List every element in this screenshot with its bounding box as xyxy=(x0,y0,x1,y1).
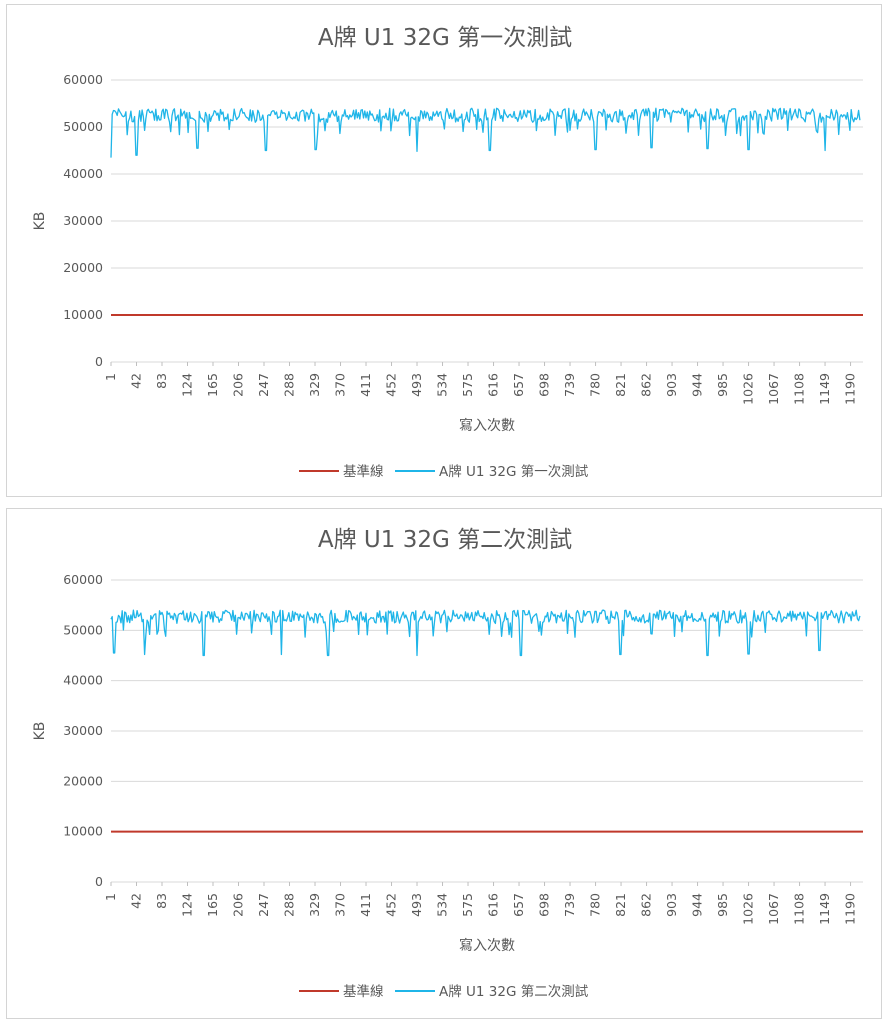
x-tick-label: 985 xyxy=(715,893,730,917)
x-tick-label: 1190 xyxy=(843,893,858,925)
x-tick-label: 42 xyxy=(129,373,144,389)
x-tick-label: 165 xyxy=(205,893,220,917)
y-tick-label: 10000 xyxy=(63,307,103,322)
x-tick-label: 616 xyxy=(486,373,501,397)
x-tick-label: 288 xyxy=(282,373,297,397)
x-tick-label: 698 xyxy=(537,893,552,917)
x-tick-label: 165 xyxy=(205,373,220,397)
y-tick-label: 0 xyxy=(95,874,103,889)
legend-series-label: A牌 U1 32G 第二次測試 xyxy=(439,983,589,1000)
x-tick-label: 247 xyxy=(256,893,271,917)
x-tick-label: 1067 xyxy=(766,893,781,925)
y-tick-label: 40000 xyxy=(63,673,103,688)
x-tick-label: 1 xyxy=(103,373,118,381)
x-tick-label: 1190 xyxy=(843,373,858,405)
legend-series-label: A牌 U1 32G 第一次測試 xyxy=(439,463,589,480)
x-tick-label: 657 xyxy=(511,373,526,397)
y-tick-label: 30000 xyxy=(63,213,103,228)
x-tick-label: 534 xyxy=(435,893,450,917)
x-tick-label: 1026 xyxy=(741,373,756,405)
x-tick-label: 575 xyxy=(460,893,475,917)
x-tick-label: 206 xyxy=(231,893,246,917)
x-tick-label: 1067 xyxy=(766,373,781,405)
x-tick-label: 862 xyxy=(639,373,654,397)
chart-2-canvas: A牌 U1 32G 第二次測試 0 10000 20000 30000 40000 5000… xyxy=(32,527,863,1000)
y-tick-label: 20000 xyxy=(63,260,103,275)
legend-baseline-label: 基準線 xyxy=(343,983,384,1000)
chart-panel-1: A牌 U1 32G 第一次測試 0 10000 20000 30000 40000 5000… xyxy=(6,4,882,497)
x-tick-label: 657 xyxy=(511,893,526,917)
x-tick-label: 206 xyxy=(231,373,246,397)
y-tick-label: 60000 xyxy=(63,572,103,587)
chart-panel-2: A牌 U1 32G 第二次測試 0 10000 20000 30000 40000 5000… xyxy=(6,508,882,1019)
x-tick-label: 903 xyxy=(664,373,679,397)
y-tick-label: 10000 xyxy=(63,824,103,839)
x-tick-label: 780 xyxy=(588,893,603,917)
x-tick-label: 575 xyxy=(460,373,475,397)
y-tick-label: 50000 xyxy=(63,622,103,637)
x-tick-label: 247 xyxy=(256,373,271,397)
x-tick-label: 616 xyxy=(486,893,501,917)
x-axis-label: 寫入次數 xyxy=(459,417,515,434)
x-tick-label: 329 xyxy=(307,893,322,917)
x-tick-label: 780 xyxy=(588,373,603,397)
x-tick-label: 739 xyxy=(562,893,577,917)
x-tick-label: 903 xyxy=(664,893,679,917)
x-tick-label: 1149 xyxy=(817,373,832,405)
x-tick-label: 862 xyxy=(639,893,654,917)
y-tick-label: 20000 xyxy=(63,773,103,788)
x-tick-label: 83 xyxy=(154,893,169,909)
x-tick-label: 411 xyxy=(358,893,373,917)
x-tick-label: 370 xyxy=(333,893,348,917)
x-tick-label: 944 xyxy=(690,373,705,397)
legend-baseline-label: 基準線 xyxy=(343,463,384,480)
y-axis-label: KB xyxy=(32,212,48,231)
chart-1-canvas: A牌 U1 32G 第一次測試 0 10000 20000 30000 40000 5000… xyxy=(32,25,863,480)
x-tick-label: 452 xyxy=(384,373,399,397)
x-axis-label: 寫入次數 xyxy=(459,937,515,954)
x-tick-label: 985 xyxy=(715,373,730,397)
y-tick-label: 40000 xyxy=(63,166,103,181)
y-tick-label: 60000 xyxy=(63,72,103,87)
x-tick-label: 493 xyxy=(409,893,424,917)
chart-title: A牌 U1 32G 第二次測試 xyxy=(318,527,572,553)
x-tick-label: 1108 xyxy=(792,373,807,405)
x-tick-label: 493 xyxy=(409,373,424,397)
x-tick-label: 452 xyxy=(384,893,399,917)
y-tick-label: 30000 xyxy=(63,723,103,738)
x-tick-label: 1026 xyxy=(741,893,756,925)
x-tick-label: 42 xyxy=(129,893,144,909)
x-tick-label: 370 xyxy=(333,373,348,397)
x-tick-label: 1 xyxy=(103,893,118,901)
x-tick-label: 288 xyxy=(282,893,297,917)
y-axis-label: KB xyxy=(32,722,48,741)
x-tick-label: 739 xyxy=(562,373,577,397)
x-tick-label: 83 xyxy=(154,373,169,389)
x-tick-label: 411 xyxy=(358,373,373,397)
x-tick-label: 944 xyxy=(690,893,705,917)
chart-title: A牌 U1 32G 第一次測試 xyxy=(318,25,572,51)
x-tick-label: 821 xyxy=(613,373,628,397)
y-tick-label: 50000 xyxy=(63,119,103,134)
x-tick-label: 329 xyxy=(307,373,322,397)
x-tick-label: 124 xyxy=(180,893,195,917)
x-tick-label: 1149 xyxy=(817,893,832,925)
x-tick-label: 821 xyxy=(613,893,628,917)
x-tick-label: 124 xyxy=(180,373,195,397)
x-tick-label: 698 xyxy=(537,373,552,397)
y-tick-label: 0 xyxy=(95,354,103,369)
test-series-line xyxy=(110,609,861,657)
x-tick-label: 534 xyxy=(435,373,450,397)
test-series-line xyxy=(110,107,861,158)
x-tick-label: 1108 xyxy=(792,893,807,925)
